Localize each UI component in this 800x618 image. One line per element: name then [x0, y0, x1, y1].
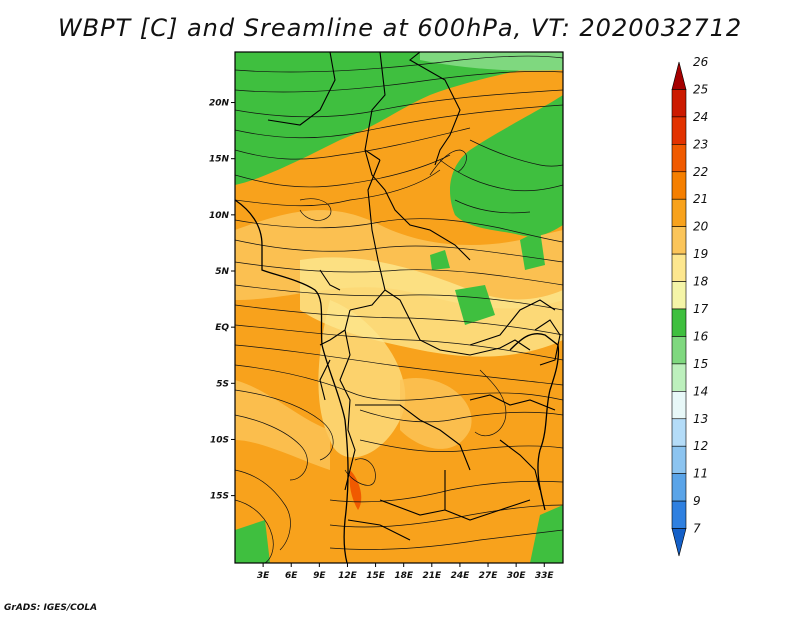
coastline — [235, 199, 349, 563]
latitude-axis: 20N 15N 10N 5N EQ 5S 10S 15S — [209, 99, 235, 502]
lat-tick-label: 20N — [209, 99, 230, 109]
colorbar-label: 7 — [693, 522, 701, 536]
colorbar-label: 19 — [693, 247, 708, 261]
colorbar-label: 16 — [693, 329, 709, 343]
lon-tick-label: 33E — [535, 571, 555, 581]
lon-tick-label: 21E — [422, 571, 442, 581]
lat-tick-label: 15N — [209, 155, 230, 165]
lat-tick-label: EQ — [215, 323, 229, 333]
lon-tick-label: 6E — [285, 571, 298, 581]
colorbar-swatch — [671, 226, 687, 255]
colorbar-swatch — [671, 89, 687, 118]
wbpt-patch-3 — [520, 230, 545, 270]
colorbar-label: 24 — [693, 110, 708, 124]
colorbar-swatch — [671, 171, 687, 200]
colorbar-swatch — [671, 281, 687, 310]
wbpt-band-20b — [235, 380, 330, 470]
lon-tick-label: 3E — [257, 571, 270, 581]
lon-tick-label: 15E — [366, 571, 386, 581]
colorbar-label: 20 — [693, 220, 709, 234]
wbpt-patch-1 — [430, 250, 450, 270]
colorbar-label: 25 — [693, 82, 708, 96]
wbpt-cool-north — [235, 52, 563, 185]
colorbar-swatch — [671, 116, 687, 145]
colorbar-swatch — [671, 144, 687, 173]
colorbar-swatch — [671, 308, 687, 337]
colorbar-swatch — [671, 473, 687, 502]
colorbar-label: 22 — [693, 165, 708, 179]
lon-tick-label: 18E — [394, 571, 414, 581]
lat-tick-label: 10S — [210, 435, 229, 445]
colorbar-swatch — [671, 528, 687, 557]
colorbar-label: 21 — [693, 192, 708, 206]
lon-tick-label: 27E — [479, 571, 499, 581]
wbpt-patch-se — [530, 505, 563, 563]
colorbar-swatch — [671, 500, 687, 529]
colorbar: 26 25 24 23 22 21 20 19 18 17 16 15 14 13 12 11 9 7 — [671, 55, 709, 557]
wbpt-band-19b — [318, 300, 406, 458]
lat-tick-label: 5N — [215, 267, 229, 277]
lat-tick-label: 10N — [209, 211, 230, 221]
colorbar-swatch — [671, 363, 687, 392]
plot-area — [235, 52, 563, 563]
colorbar-label: 23 — [693, 137, 708, 151]
lon-tick-label: 24E — [451, 571, 471, 581]
colorbar-label: 14 — [693, 384, 708, 398]
wbpt-patch-sw — [235, 520, 270, 563]
colorbar-swatch — [671, 418, 687, 447]
colorbar-swatch — [671, 198, 687, 227]
colorbar-label: 9 — [693, 494, 701, 508]
streamlines — [235, 55, 563, 563]
lat-tick-label: 15S — [210, 492, 229, 502]
country-borders — [267, 52, 561, 541]
colorbar-swatch — [671, 61, 687, 90]
colorbar-label: 12 — [693, 439, 708, 453]
longitude-axis: 3E 6E 9E 12E 15E 18E 21E 24E 27E 30E 33E — [257, 563, 555, 581]
colorbar-label: 17 — [693, 302, 709, 316]
colorbar-swatch — [671, 445, 687, 474]
colorbar-label: 15 — [693, 357, 708, 371]
lat-tick-label: 5S — [216, 379, 229, 389]
lon-tick-label: 30E — [507, 571, 527, 581]
wbpt-cool-north-light — [420, 52, 563, 71]
colorbar-label: 11 — [693, 467, 708, 481]
map-title: WBPT [C] and Sreamline at 600hPa, VT: 20… — [57, 14, 743, 42]
grads-credit: GrADS: IGES/COLA — [4, 603, 98, 613]
colorbar-label: 18 — [693, 275, 709, 289]
lon-tick-label: 12E — [338, 571, 358, 581]
lake-shores — [509, 333, 560, 511]
wbpt-warm-spot — [349, 470, 362, 510]
wbpt-cool-northeast — [450, 95, 563, 237]
lon-tick-label: 9E — [313, 571, 326, 581]
plot-frame — [234, 51, 564, 564]
colorbar-swatch — [671, 336, 687, 365]
colorbar-label: 13 — [693, 412, 708, 426]
colorbar-swatch — [671, 253, 687, 282]
wbpt-patch-2 — [455, 285, 495, 325]
colorbar-label: 26 — [693, 55, 709, 69]
colorbar-swatch — [671, 391, 687, 420]
